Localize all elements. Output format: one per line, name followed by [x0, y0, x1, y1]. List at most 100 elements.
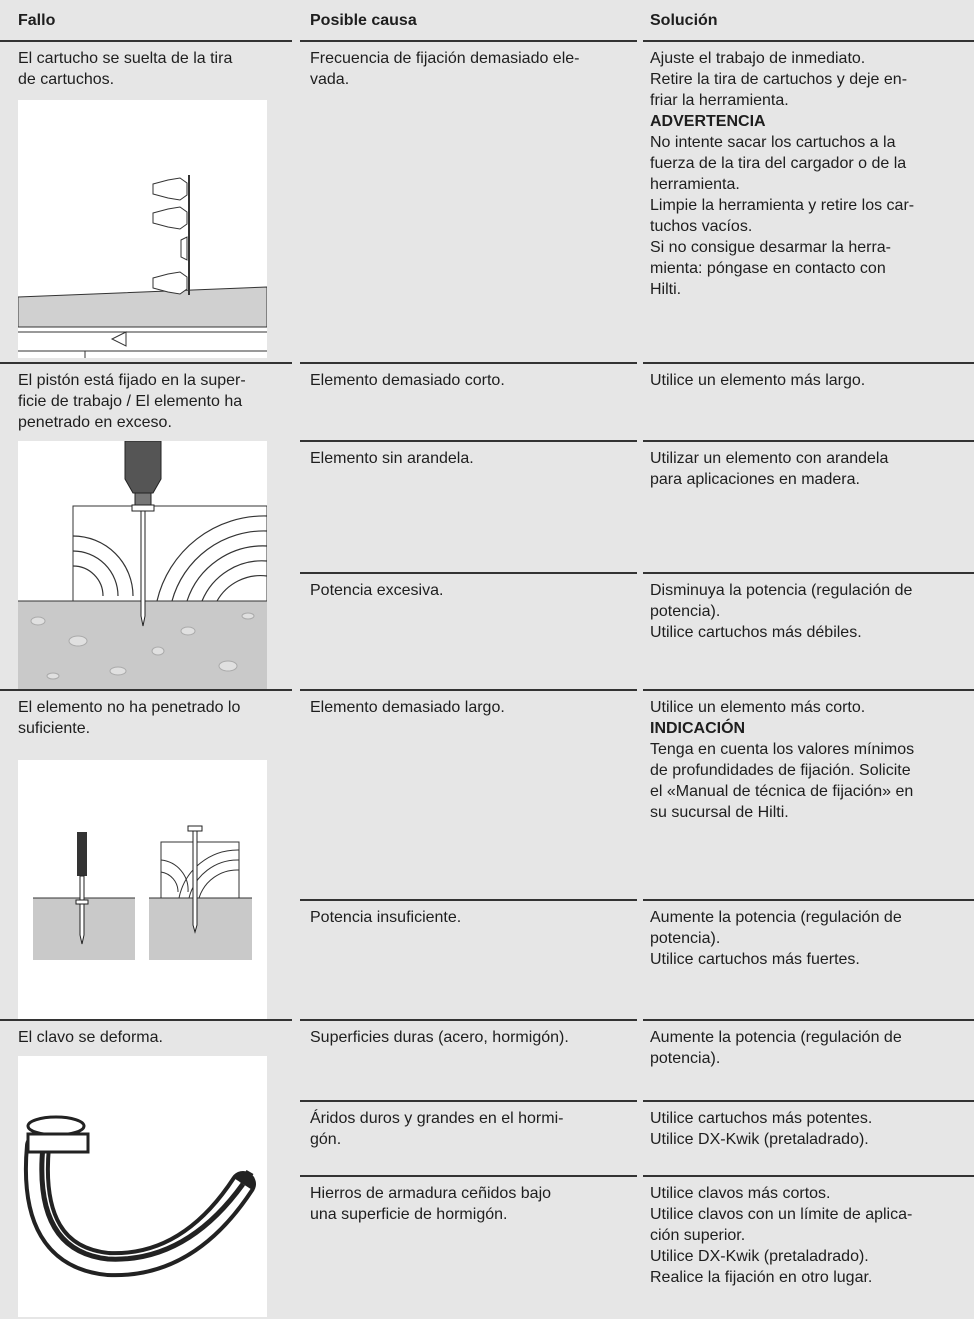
- text-line: potencia).: [650, 1050, 721, 1067]
- row-rule: [643, 1019, 974, 1021]
- text-line: Elemento demasiado corto.: [310, 372, 505, 389]
- fault-text: El elemento no ha penetrado lo suficiente…: [18, 697, 288, 739]
- text-line: El pistón está fijado en la super-: [18, 372, 246, 389]
- row-rule: [300, 440, 637, 442]
- column-header-text: Solución: [650, 12, 718, 29]
- piston-illustration: [18, 441, 267, 689]
- cause-text: Elemento demasiado corto.: [310, 370, 635, 391]
- text-line: Frecuencia de fijación demasiado ele-: [310, 50, 580, 67]
- text-line: Elemento demasiado largo.: [310, 699, 505, 716]
- text-line: mienta: póngase en contacto con: [650, 260, 886, 277]
- text-line: Utilice clavos más cortos.: [650, 1185, 831, 1202]
- fault-text: El cartucho se suelta de la tira de cartu…: [18, 48, 288, 90]
- text-line: Áridos duros y grandes en el hormi-: [310, 1110, 564, 1127]
- text-line: ción superior.: [650, 1227, 746, 1244]
- text-line: El cartucho se suelta de la tira: [18, 50, 233, 67]
- text-line: gón.: [310, 1131, 342, 1148]
- text-line: penetrado en exceso.: [18, 414, 172, 431]
- row-rule: [300, 40, 637, 42]
- text-line: Hierros de armadura ceñidos bajo: [310, 1185, 552, 1202]
- row-rule: [643, 362, 974, 364]
- text-line: Potencia excesiva.: [310, 582, 444, 599]
- row-rule: [0, 40, 292, 42]
- text-line: tuchos vacíos.: [650, 218, 753, 235]
- row-rule: [300, 572, 637, 574]
- text-line: Realice la fijación en otro lugar.: [650, 1269, 873, 1286]
- text-line: de profundidades de fijación. Solicite: [650, 762, 911, 779]
- text-line: friar la herramienta.: [650, 92, 789, 109]
- cause-text: Frecuencia de fijación demasiado ele-vad…: [310, 48, 635, 90]
- text-line: Utilice cartuchos más débiles.: [650, 624, 862, 641]
- text-line: una superficie de hormigón.: [310, 1206, 508, 1223]
- text-line: Si no consigue desarmar la herra-: [650, 239, 892, 256]
- row-rule: [300, 899, 637, 901]
- text-line: Aumente la potencia (regulación de: [650, 909, 902, 926]
- cause-text: Superficies duras (acero, hormigón).: [310, 1027, 635, 1048]
- row-rule: [300, 1019, 637, 1021]
- cause-text: Elemento demasiado largo.: [310, 697, 635, 718]
- row-rule: [643, 40, 974, 42]
- row-rule: [643, 572, 974, 574]
- row-rule: [0, 689, 292, 691]
- solution-text: Aumente la potencia (regulación de potenc…: [650, 907, 972, 970]
- text-line: Utilice cartuchos más potentes.: [650, 1110, 873, 1127]
- fault-text: El pistón está fijado en la super-ficie …: [18, 370, 288, 433]
- column-header: Posible causa: [310, 10, 630, 31]
- solution-text: Utilice un elemento más largo.: [650, 370, 972, 391]
- cartridge-illustration: [18, 100, 267, 358]
- cause-text: Potencia excesiva.: [310, 580, 635, 601]
- row-rule: [300, 1100, 637, 1102]
- row-rule: [643, 440, 974, 442]
- text-line: vada.: [310, 71, 350, 88]
- row-rule: [643, 1175, 974, 1177]
- column-header-text: Posible causa: [310, 12, 417, 29]
- cause-text: Elemento sin arandela.: [310, 448, 635, 469]
- text-line: fuerza de la tira del cargador o de la: [650, 155, 907, 172]
- text-line: Hilti.: [650, 281, 682, 298]
- text-line: de cartuchos.: [18, 71, 115, 88]
- text-line: El elemento no ha penetrado lo: [18, 699, 241, 716]
- row-rule: [643, 689, 974, 691]
- column-header-text: Fallo: [18, 12, 56, 29]
- text-line: Utilice clavos con un límite de aplica-: [650, 1206, 913, 1223]
- row-rule: [0, 362, 292, 364]
- solution-text: Disminuya la potencia (regulación de pote…: [650, 580, 972, 643]
- text-line: Utilice un elemento más corto.: [650, 699, 866, 716]
- text-line: suficiente.: [18, 720, 91, 737]
- text-line: Utilice DX-Kwik (pretaladrado).: [650, 1131, 869, 1148]
- text-line: Utilizar un elemento con arandela: [650, 450, 889, 467]
- text-line: Utilice cartuchos más fuertes.: [650, 951, 860, 968]
- text-line: Potencia insuficiente.: [310, 909, 462, 926]
- text-line: Utilice un elemento más largo.: [650, 372, 866, 389]
- row-rule: [300, 689, 637, 691]
- row-rule: [0, 1019, 292, 1021]
- fault-text: El clavo se deforma.: [18, 1027, 288, 1048]
- cause-text: Áridos duros y grandes en el hormi-gón.: [310, 1108, 635, 1150]
- solution-text: Utilice clavos más cortos. Utilice clavos…: [650, 1183, 972, 1288]
- column-header: Solución: [650, 10, 970, 31]
- text-line: Utilice DX-Kwik (pretaladrado).: [650, 1248, 869, 1265]
- text-line: No intente sacar los cartuchos a la: [650, 134, 896, 151]
- row-rule: [643, 1100, 974, 1102]
- text-line: Retire la tira de cartuchos y deje en-: [650, 71, 908, 88]
- note-heading: INDICACIÓN: [650, 720, 746, 737]
- solution-text: Aumente la potencia (regulación de potenc…: [650, 1027, 972, 1069]
- text-line: El clavo se deforma.: [18, 1029, 163, 1046]
- text-line: Superficies duras (acero, hormigón).: [310, 1029, 569, 1046]
- solution-text: Utilice cartuchos más potentes. Utilice D…: [650, 1108, 972, 1150]
- text-line: Aumente la potencia (regulación de: [650, 1029, 902, 1046]
- row-rule: [300, 362, 637, 364]
- text-line: potencia).: [650, 603, 721, 620]
- text-line: potencia).: [650, 930, 721, 947]
- text-line: Tenga en cuenta los valores mínimos: [650, 741, 915, 758]
- cause-text: Hierros de armadura ceñidos bajo una supe…: [310, 1183, 635, 1225]
- solution-text: Utilizar un elemento con arandela para ap…: [650, 448, 972, 490]
- column-header: Fallo: [18, 10, 338, 31]
- row-rule: [643, 899, 974, 901]
- row-rule: [300, 1175, 637, 1177]
- text-line: Ajuste el trabajo de inmediato.: [650, 50, 866, 67]
- cause-text: Potencia insuficiente.: [310, 907, 635, 928]
- bent-nail-illustration: [18, 1056, 267, 1317]
- note-heading: ADVERTENCIA: [650, 113, 766, 130]
